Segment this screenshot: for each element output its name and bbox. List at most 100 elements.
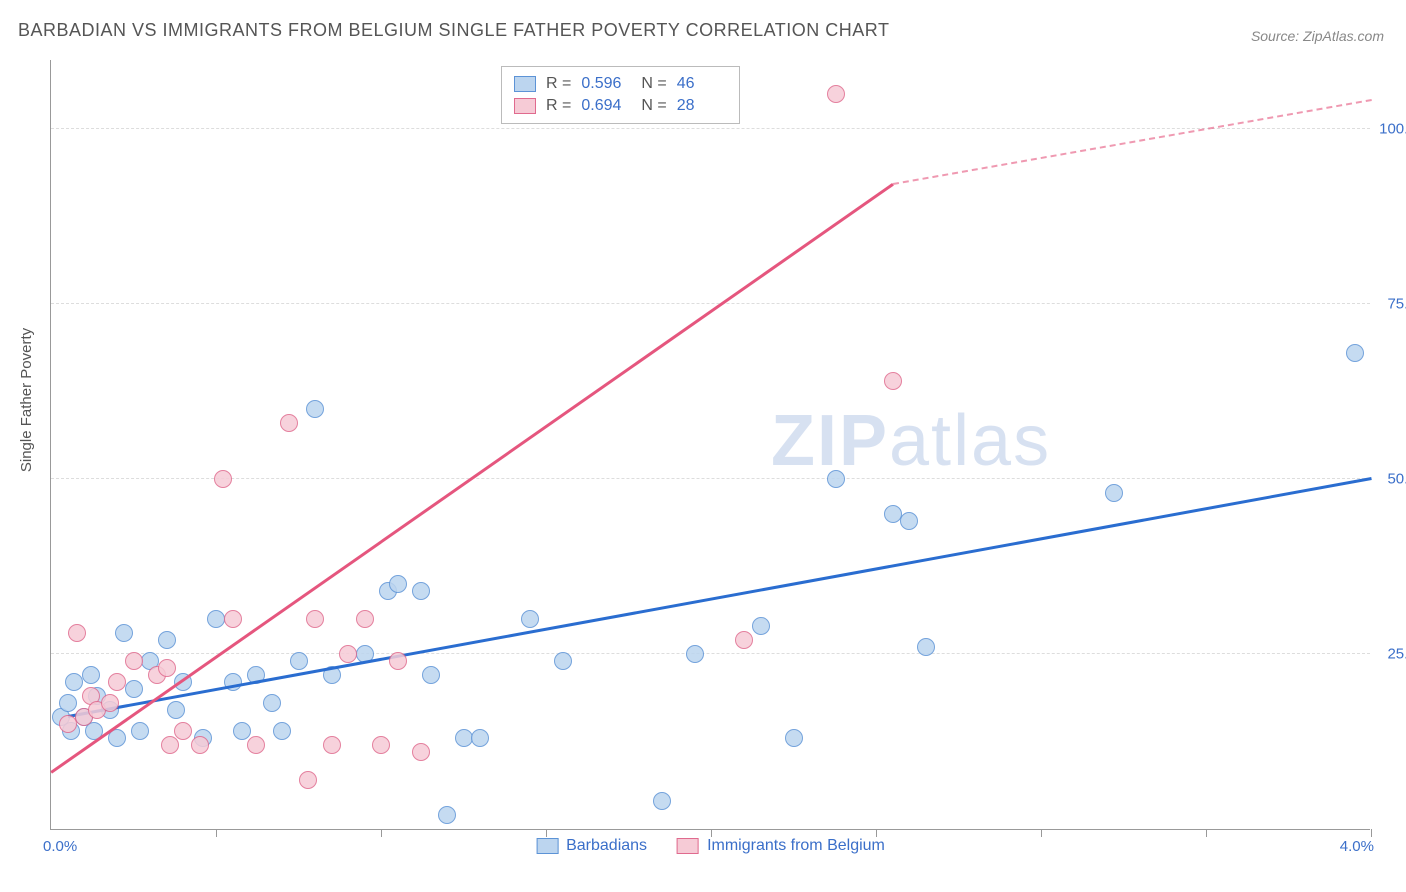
scatter-point xyxy=(59,694,77,712)
scatter-point xyxy=(752,617,770,635)
x-tick xyxy=(216,829,217,837)
scatter-point xyxy=(306,610,324,628)
legend-label: Immigrants from Belgium xyxy=(707,837,885,855)
y-tick-label: 100.0% xyxy=(1379,121,1406,138)
scatter-point xyxy=(438,806,456,824)
scatter-point xyxy=(339,645,357,663)
legend-n-label: N = xyxy=(641,75,666,93)
scatter-point xyxy=(158,659,176,677)
scatter-point xyxy=(158,631,176,649)
scatter-point xyxy=(554,652,572,670)
legend-correlation: R = 0.596 N = 46 R = 0.694 N = 28 xyxy=(501,66,740,124)
scatter-point xyxy=(653,792,671,810)
legend-n-label: N = xyxy=(641,97,666,115)
scatter-point xyxy=(167,701,185,719)
gridline xyxy=(51,478,1370,479)
scatter-point xyxy=(412,582,430,600)
scatter-point xyxy=(455,729,473,747)
legend-r-label: R = xyxy=(546,75,571,93)
trend-line xyxy=(67,477,1371,717)
scatter-point xyxy=(108,673,126,691)
scatter-point xyxy=(389,575,407,593)
legend-r-value: 0.694 xyxy=(581,97,631,115)
scatter-point xyxy=(290,652,308,670)
scatter-point xyxy=(884,372,902,390)
scatter-point xyxy=(785,729,803,747)
source-attribution: Source: ZipAtlas.com xyxy=(1251,28,1384,44)
gridline xyxy=(51,653,1370,654)
scatter-point xyxy=(735,631,753,649)
legend-swatch xyxy=(514,98,536,114)
scatter-point xyxy=(207,610,225,628)
x-tick xyxy=(1206,829,1207,837)
scatter-point xyxy=(917,638,935,656)
scatter-point xyxy=(323,736,341,754)
scatter-point xyxy=(412,743,430,761)
scatter-point xyxy=(686,645,704,663)
x-tick xyxy=(381,829,382,837)
scatter-point xyxy=(174,722,192,740)
y-tick-label: 75.0% xyxy=(1387,296,1406,313)
legend-row: R = 0.694 N = 28 xyxy=(514,95,727,117)
scatter-point xyxy=(389,652,407,670)
legend-r-value: 0.596 xyxy=(581,75,631,93)
scatter-point xyxy=(263,694,281,712)
scatter-point xyxy=(900,512,918,530)
legend-label: Barbadians xyxy=(566,837,647,855)
chart-title: BARBADIAN VS IMMIGRANTS FROM BELGIUM SIN… xyxy=(18,20,889,41)
scatter-point xyxy=(356,610,374,628)
scatter-point xyxy=(115,624,133,642)
y-tick-label: 50.0% xyxy=(1387,471,1406,488)
x-tick xyxy=(1041,829,1042,837)
scatter-point xyxy=(471,729,489,747)
scatter-point xyxy=(306,400,324,418)
scatter-point xyxy=(224,610,242,628)
scatter-point xyxy=(131,722,149,740)
legend-r-label: R = xyxy=(546,97,571,115)
scatter-point xyxy=(422,666,440,684)
legend-n-value: 28 xyxy=(677,97,727,115)
scatter-point xyxy=(1346,344,1364,362)
scatter-point xyxy=(299,771,317,789)
scatter-point xyxy=(191,736,209,754)
scatter-point xyxy=(125,680,143,698)
scatter-point xyxy=(214,470,232,488)
legend-swatch xyxy=(514,76,536,92)
scatter-point xyxy=(68,624,86,642)
scatter-point xyxy=(372,736,390,754)
scatter-point xyxy=(1105,484,1123,502)
scatter-point xyxy=(280,414,298,432)
scatter-point xyxy=(161,736,179,754)
watermark: ZIPatlas xyxy=(771,400,1051,482)
x-axis-max-label: 4.0% xyxy=(1340,838,1374,855)
legend-swatch xyxy=(536,838,558,854)
scatter-point xyxy=(82,666,100,684)
x-tick xyxy=(1371,829,1372,837)
x-tick xyxy=(876,829,877,837)
legend-series: Barbadians Immigrants from Belgium xyxy=(536,837,885,855)
scatter-point xyxy=(65,673,83,691)
legend-item: Barbadians xyxy=(536,837,647,855)
legend-item: Immigrants from Belgium xyxy=(677,837,885,855)
scatter-point xyxy=(884,505,902,523)
scatter-point xyxy=(521,610,539,628)
trend-line-extrapolated xyxy=(892,99,1371,185)
scatter-point xyxy=(247,736,265,754)
scatter-point xyxy=(827,85,845,103)
y-tick-label: 25.0% xyxy=(1387,646,1406,663)
legend-swatch xyxy=(677,838,699,854)
scatter-point xyxy=(827,470,845,488)
x-tick xyxy=(546,829,547,837)
scatter-point xyxy=(59,715,77,733)
legend-n-value: 46 xyxy=(677,75,727,93)
plot-area: ZIPatlas R =0.596N =46R =0.694N =28 Barb… xyxy=(50,60,1370,830)
scatter-point xyxy=(101,694,119,712)
gridline xyxy=(51,303,1370,304)
legend-row: R = 0.596 N = 46 xyxy=(514,73,727,95)
scatter-point xyxy=(273,722,291,740)
scatter-point xyxy=(125,652,143,670)
gridline xyxy=(51,128,1370,129)
x-tick xyxy=(711,829,712,837)
x-axis-min-label: 0.0% xyxy=(43,838,77,855)
y-axis-title: Single Father Poverty xyxy=(18,328,35,472)
